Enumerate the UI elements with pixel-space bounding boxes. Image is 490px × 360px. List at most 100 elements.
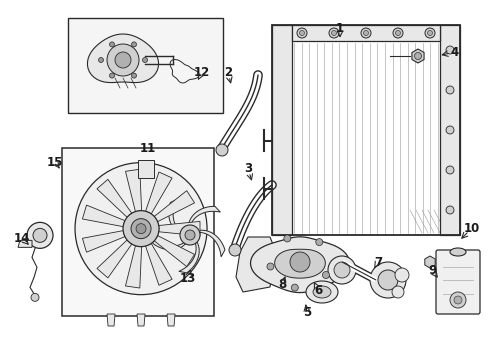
Circle shape (446, 206, 454, 214)
Circle shape (322, 271, 329, 279)
Text: 6: 6 (314, 284, 322, 297)
Circle shape (290, 252, 310, 272)
Polygon shape (146, 243, 172, 285)
Circle shape (328, 256, 356, 284)
Circle shape (329, 28, 339, 38)
Circle shape (185, 230, 195, 240)
Circle shape (427, 31, 433, 36)
Circle shape (370, 262, 406, 298)
Polygon shape (250, 237, 349, 293)
Polygon shape (18, 240, 32, 247)
Ellipse shape (306, 281, 338, 303)
Polygon shape (236, 237, 276, 292)
Circle shape (131, 219, 151, 239)
Circle shape (31, 293, 39, 301)
Circle shape (393, 28, 403, 38)
Text: 5: 5 (303, 306, 311, 319)
Circle shape (131, 42, 137, 47)
Polygon shape (425, 256, 435, 268)
Circle shape (425, 28, 435, 38)
Text: 12: 12 (194, 66, 210, 78)
Polygon shape (199, 230, 225, 257)
Circle shape (109, 42, 115, 47)
Polygon shape (125, 246, 142, 288)
Text: 9: 9 (428, 264, 436, 276)
Polygon shape (68, 18, 223, 113)
Polygon shape (125, 169, 142, 212)
Polygon shape (179, 242, 199, 273)
Polygon shape (440, 25, 460, 235)
Circle shape (361, 28, 371, 38)
Circle shape (115, 52, 131, 68)
Text: 2: 2 (224, 66, 232, 78)
Circle shape (454, 296, 462, 304)
Polygon shape (107, 314, 115, 326)
Circle shape (27, 222, 53, 248)
Polygon shape (412, 49, 424, 63)
Polygon shape (167, 314, 175, 326)
Circle shape (107, 44, 139, 76)
Polygon shape (189, 206, 220, 225)
Circle shape (109, 73, 115, 78)
Circle shape (267, 263, 274, 270)
Circle shape (415, 53, 421, 59)
Circle shape (395, 31, 400, 36)
Circle shape (33, 228, 47, 242)
Polygon shape (272, 25, 292, 235)
Polygon shape (169, 199, 181, 233)
Circle shape (392, 286, 404, 298)
Polygon shape (97, 179, 132, 217)
Circle shape (332, 31, 337, 36)
Circle shape (378, 270, 398, 290)
Ellipse shape (313, 286, 331, 298)
Circle shape (364, 31, 368, 36)
Text: 15: 15 (47, 156, 63, 168)
Polygon shape (62, 148, 214, 316)
Circle shape (75, 163, 207, 294)
Polygon shape (146, 172, 172, 214)
Circle shape (229, 244, 241, 256)
Circle shape (291, 284, 298, 291)
Polygon shape (88, 34, 159, 82)
Text: 3: 3 (244, 162, 252, 175)
Ellipse shape (450, 248, 466, 256)
Text: 8: 8 (278, 279, 286, 292)
Polygon shape (152, 236, 185, 250)
Text: 4: 4 (451, 45, 459, 58)
Circle shape (450, 292, 466, 308)
Polygon shape (138, 160, 154, 178)
Text: 13: 13 (180, 271, 196, 284)
Circle shape (284, 235, 291, 242)
Polygon shape (82, 205, 125, 227)
Circle shape (216, 144, 228, 156)
Circle shape (123, 211, 159, 247)
Circle shape (334, 262, 350, 278)
Polygon shape (292, 25, 440, 41)
Polygon shape (82, 231, 125, 252)
Circle shape (297, 28, 307, 38)
Polygon shape (154, 235, 195, 267)
Text: 1: 1 (336, 22, 344, 35)
Circle shape (446, 86, 454, 94)
Circle shape (180, 225, 200, 245)
Circle shape (136, 224, 146, 234)
Polygon shape (154, 191, 195, 222)
Circle shape (446, 126, 454, 134)
Circle shape (299, 31, 304, 36)
FancyBboxPatch shape (436, 250, 480, 314)
Text: 11: 11 (140, 141, 156, 154)
Polygon shape (137, 314, 145, 326)
Circle shape (395, 268, 409, 282)
Circle shape (98, 58, 103, 63)
Circle shape (446, 46, 454, 54)
Polygon shape (159, 221, 200, 236)
Polygon shape (274, 249, 325, 278)
Text: 7: 7 (374, 256, 382, 269)
Text: 10: 10 (464, 221, 480, 234)
Polygon shape (97, 240, 132, 278)
Circle shape (446, 166, 454, 174)
Circle shape (143, 58, 147, 63)
Circle shape (316, 239, 323, 246)
Text: 14: 14 (14, 231, 30, 244)
Circle shape (131, 73, 137, 78)
